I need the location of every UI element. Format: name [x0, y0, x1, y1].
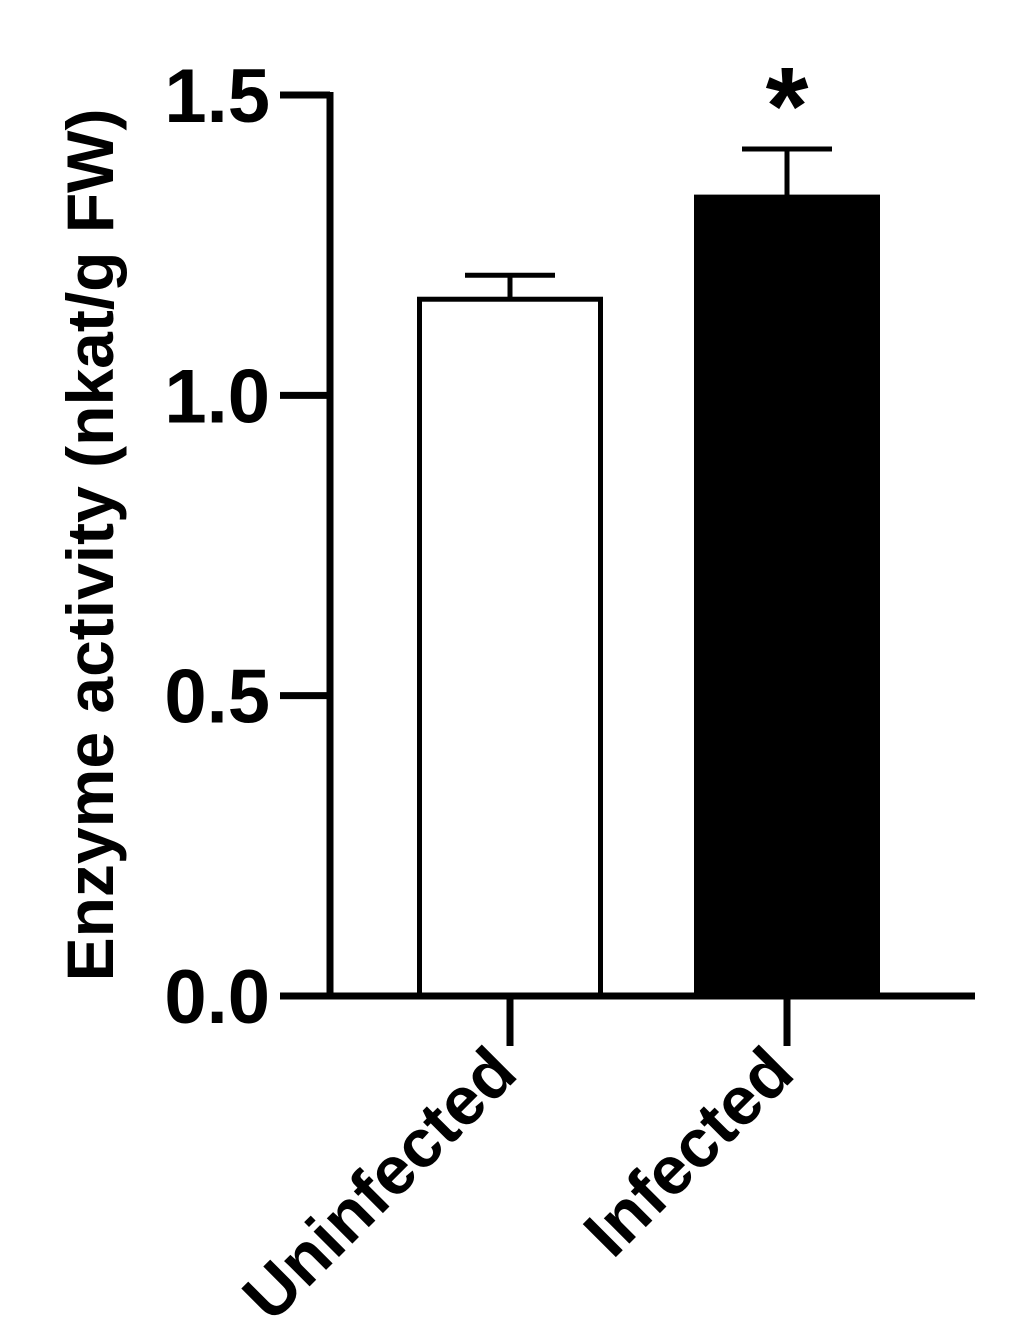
bar-infected	[694, 194, 880, 999]
y-axis-label: Enzyme activity (nkat/g FW)	[53, 109, 127, 982]
bars	[417, 194, 880, 999]
y-tick-label-1: 0.5	[164, 655, 270, 740]
significance-annotation-infected: *	[766, 45, 809, 168]
y-tick-label-2: 1.0	[164, 354, 270, 439]
y-tick-label-0: 0.0	[164, 955, 270, 1040]
annotations: *	[766, 45, 809, 168]
x-axis: Uninfected Infected	[228, 992, 975, 1319]
y-ticks: 0.0 0.5 1.0 1.5	[164, 54, 330, 1040]
error-bars	[465, 146, 832, 300]
bar-uninfected	[417, 296, 603, 999]
plot-area: *	[417, 45, 880, 999]
y-axis: 0.0 0.5 1.0 1.5	[164, 54, 334, 1040]
x-tick-label-infected: Infected	[570, 1033, 808, 1271]
x-tick-label-uninfected: Uninfected	[228, 1033, 530, 1319]
x-ticks: Uninfected Infected	[228, 996, 808, 1319]
y-tick-label-3: 1.5	[164, 54, 270, 139]
